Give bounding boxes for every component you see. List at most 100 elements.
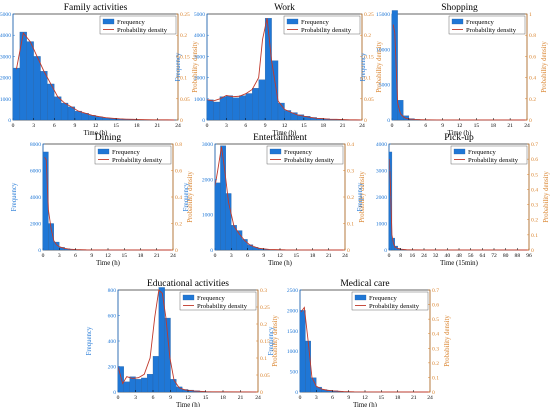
x-tick-label: 12 <box>93 123 99 129</box>
y-tick-label: 5000 <box>379 83 390 89</box>
legend-density: Probability density <box>117 27 168 34</box>
x-axis-label: Time (h) <box>273 130 297 137</box>
y-tick-label: 3000 <box>202 142 213 148</box>
y2-tick-label: 0.15 <box>180 54 190 60</box>
y2-tick-label: 0.05 <box>180 97 190 103</box>
legend-bar-swatch <box>354 294 367 301</box>
y-tick-label: 1000 <box>0 97 11 103</box>
y-tick-label: 2000 <box>194 76 205 82</box>
legend-box <box>179 291 257 311</box>
y-tick-label: 15000 <box>376 12 390 18</box>
x-tick-label: 0 <box>206 123 209 129</box>
x-axis-label: Time (h) <box>84 130 108 137</box>
x-tick-label: 0 <box>391 123 394 129</box>
x-axis-label: Time (h) <box>448 130 472 137</box>
x-tick-label: 3 <box>230 253 233 259</box>
x-tick-label: 6 <box>74 253 77 259</box>
x-tick-label: 15 <box>203 395 209 401</box>
histogram-bar <box>310 377 317 393</box>
legend-density: Probability density <box>197 303 248 310</box>
y2-tick-label: 0 <box>180 118 183 124</box>
histogram-bar <box>239 95 246 121</box>
histogram-bar <box>40 71 48 121</box>
histogram-bar <box>147 373 154 393</box>
y2-tick-label: 0.5 <box>432 317 439 323</box>
legend-density: Probability density <box>466 27 517 34</box>
histogram-bar <box>391 10 398 121</box>
y2-tick-label: 0 <box>175 248 178 254</box>
legend-frequency: Frequency <box>466 19 495 26</box>
density-curve <box>15 32 175 121</box>
x-tick-label: 18 <box>310 253 316 259</box>
y2-tick-label: 0.25 <box>260 305 270 311</box>
histogram-bar <box>12 67 21 121</box>
x-tick-label: 21 <box>340 123 346 129</box>
x-tick-label: 64 <box>480 253 486 259</box>
legend-density: Probability density <box>112 157 163 164</box>
y2-tick-label: 0.1 <box>180 76 187 82</box>
legend-box <box>266 145 344 165</box>
y2-tick-label: 0.2 <box>347 195 354 201</box>
y2-tick-label: 0.6 <box>432 303 439 309</box>
y-axis-label: Frequency <box>175 52 182 81</box>
x-tick-label: 18 <box>134 123 140 129</box>
histogram-bar <box>252 88 259 121</box>
chart-title: Educational activities <box>147 279 229 289</box>
y-tick-label: 3000 <box>0 54 11 60</box>
y2-tick-label: 0.3 <box>347 169 354 175</box>
y-tick-label: 0 <box>38 248 41 254</box>
histogram-bar <box>170 379 177 393</box>
legend-frequency: Frequency <box>369 295 398 302</box>
x-tick-label: 21 <box>326 253 332 259</box>
x-tick-label: 21 <box>154 253 160 259</box>
density-curve <box>117 289 259 393</box>
x-axis-label: Time (h) <box>353 402 377 407</box>
legend-density: Probability density <box>369 303 420 310</box>
x-tick-label: 15 <box>474 123 480 129</box>
y-tick-label: 2500 <box>287 288 298 294</box>
y2-axis-label: Probability density <box>543 171 550 223</box>
y2-tick-label: 0.1 <box>347 222 354 228</box>
y-tick-label: 1500 <box>287 329 298 335</box>
y2-tick-label: 0.2 <box>180 33 187 39</box>
x-tick-label: 40 <box>445 253 451 259</box>
y-tick-label: 6000 <box>30 169 41 175</box>
histogram-bar <box>245 93 253 121</box>
x-tick-label: 15 <box>293 253 299 259</box>
y2-tick-label: 0.2 <box>531 218 538 224</box>
chart-title: Medical care <box>340 279 389 289</box>
histogram-bar <box>33 56 41 121</box>
y2-tick-label: 0.05 <box>260 373 270 379</box>
x-tick-label: 24 <box>421 253 427 259</box>
histogram-bar <box>54 96 62 121</box>
y2-tick-label: 0.2 <box>260 322 267 328</box>
y2-tick-label: 0.6 <box>531 157 538 163</box>
y2-tick-label: 0.7 <box>531 142 538 148</box>
legend-density: Probability density <box>284 157 335 164</box>
y-tick-label: 3000 <box>194 54 205 60</box>
y-axis-label: Frequency <box>183 182 190 211</box>
x-tick-label: 80 <box>503 253 509 259</box>
y2-axis-label: Probability density <box>187 171 194 223</box>
x-tick-label: 88 <box>515 253 521 259</box>
y2-axis-label: Probability density <box>541 41 548 93</box>
y-tick-label: 4000 <box>30 195 41 201</box>
y-tick-label: 2000 <box>376 195 387 201</box>
y2-tick-label: 0.6 <box>175 169 182 175</box>
x-tick-label: 18 <box>138 253 144 259</box>
x-tick-label: 6 <box>244 123 247 129</box>
y2-tick-label: 0.1 <box>260 356 267 362</box>
x-tick-label: 16 <box>410 253 416 259</box>
y-tick-label: 800 <box>108 288 117 294</box>
x-tick-label: 0 <box>388 253 391 259</box>
y2-tick-label: 0.8 <box>529 33 536 39</box>
y-tick-label: 1000 <box>287 349 298 355</box>
panel-1: 0 3 6 9 12 15 18 21 2401000200030004000500000.05… <box>175 3 383 137</box>
histogram-bar <box>123 381 130 393</box>
histogram-bar <box>403 115 410 121</box>
chart-title: Family activities <box>64 3 128 13</box>
panel-5: 0 8 16 24 32 40 48 56 64 72 80 88 960100020003000400… <box>357 133 550 267</box>
legend-frequency: Frequency <box>112 149 141 156</box>
x-tick-label: 24 <box>255 395 261 401</box>
y-tick-label: 1000 <box>194 97 205 103</box>
